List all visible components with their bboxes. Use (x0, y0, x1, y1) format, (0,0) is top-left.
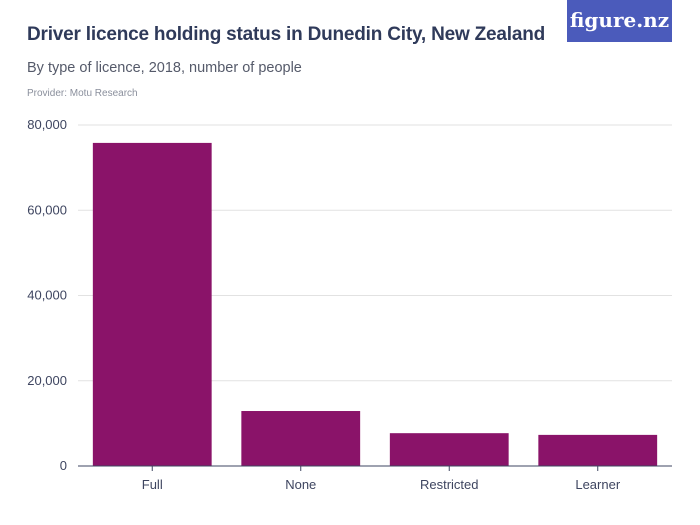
x-tick-label: Full (142, 477, 163, 492)
chart-subtitle: By type of licence, 2018, number of peop… (27, 60, 302, 76)
y-tick-label: 80,000 (27, 117, 67, 132)
figure-nz-logo[interactable]: figure.nz (567, 0, 672, 42)
x-tick-label: Learner (575, 477, 620, 492)
y-tick-label: 0 (60, 458, 67, 473)
chart-title: Driver licence holding status in Dunedin… (27, 24, 546, 45)
y-tick-label: 40,000 (27, 288, 67, 303)
y-tick-label: 60,000 (27, 202, 67, 217)
bar-learner (538, 434, 658, 466)
bar-restricted (389, 433, 509, 466)
x-tick-label: Restricted (420, 477, 479, 492)
x-tick-label: None (285, 477, 316, 492)
bar-full (92, 142, 212, 466)
y-tick-label: 20,000 (27, 373, 67, 388)
bar-none (241, 411, 361, 466)
data-provider: Provider: Motu Research (27, 88, 138, 99)
